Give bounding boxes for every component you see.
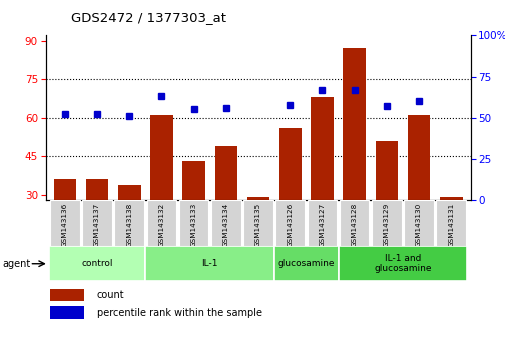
Bar <box>50 200 79 246</box>
Bar <box>114 200 144 246</box>
Text: GSM143134: GSM143134 <box>222 202 228 246</box>
Text: IL-1: IL-1 <box>201 259 218 268</box>
Bar <box>49 289 84 301</box>
Text: glucosamine: glucosamine <box>277 259 334 268</box>
Bar <box>439 198 462 200</box>
Bar <box>243 200 272 246</box>
Text: GSM143138: GSM143138 <box>126 202 132 246</box>
Bar <box>371 200 401 246</box>
Bar <box>403 200 433 246</box>
Text: GSM143136: GSM143136 <box>62 202 68 246</box>
Text: GSM143127: GSM143127 <box>319 202 325 246</box>
Bar <box>275 200 305 246</box>
Text: GSM143133: GSM143133 <box>190 202 196 246</box>
Bar <box>178 200 208 246</box>
Bar <box>343 48 365 200</box>
Text: GSM143129: GSM143129 <box>383 202 389 246</box>
Bar <box>311 97 333 200</box>
Bar <box>214 146 237 200</box>
Text: count: count <box>96 290 124 300</box>
Bar <box>338 246 467 281</box>
Bar <box>150 115 172 200</box>
Bar <box>182 161 205 200</box>
Bar <box>145 246 274 281</box>
Text: GSM143131: GSM143131 <box>447 202 453 246</box>
Bar <box>307 200 337 246</box>
Bar <box>274 246 338 281</box>
Text: GDS2472 / 1377303_at: GDS2472 / 1377303_at <box>71 11 225 24</box>
Text: control: control <box>81 259 113 268</box>
Bar <box>86 179 108 200</box>
Bar <box>246 198 269 200</box>
Text: GSM143137: GSM143137 <box>94 202 100 246</box>
Text: GSM143130: GSM143130 <box>415 202 421 246</box>
Text: agent: agent <box>3 259 31 269</box>
Bar <box>48 246 145 281</box>
Bar <box>82 200 112 246</box>
Bar <box>54 179 76 200</box>
Bar <box>118 184 140 200</box>
Bar <box>278 128 301 200</box>
Text: GSM143135: GSM143135 <box>255 202 261 246</box>
Text: GSM143126: GSM143126 <box>287 202 293 246</box>
Bar <box>407 115 429 200</box>
Bar <box>339 200 369 246</box>
Text: GSM143132: GSM143132 <box>158 202 164 246</box>
Bar <box>375 141 397 200</box>
Bar <box>146 200 176 246</box>
Bar <box>436 200 465 246</box>
Bar <box>49 306 84 319</box>
Text: percentile rank within the sample: percentile rank within the sample <box>96 308 261 318</box>
Bar <box>211 200 240 246</box>
Text: GSM143128: GSM143128 <box>351 202 357 246</box>
Text: IL-1 and
glucosamine: IL-1 and glucosamine <box>374 254 431 273</box>
